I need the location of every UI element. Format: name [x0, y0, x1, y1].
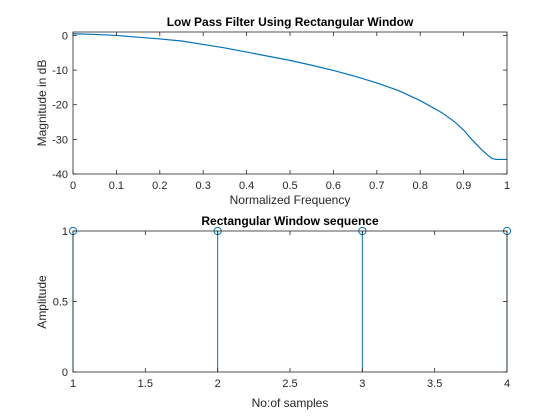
series-line: [72, 33, 507, 161]
x-tick-label: 3: [359, 378, 365, 390]
magnitude-response-plot: Low Pass Filter Using Rectangular Window…: [35, 15, 510, 207]
y-tick-label: -30: [52, 134, 68, 146]
chart-title: Low Pass Filter Using Rectangular Window: [167, 15, 414, 29]
x-tick-label: 0.5: [282, 180, 297, 192]
x-ticks: 1 1.5 2 2.5 3 3.5 4: [70, 231, 510, 390]
x-tick-label: 0.8: [413, 180, 428, 192]
chart-title: Rectangular Window sequence: [201, 214, 379, 228]
y-tick-label: -20: [52, 100, 68, 112]
x-tick-label: 0.1: [109, 180, 124, 192]
y-tick-label: 1: [62, 226, 68, 238]
y-ticks: -40 -30 -20 -10 0: [52, 30, 507, 181]
x-tick-label: 0.7: [369, 180, 384, 192]
x-tick-label: 1: [70, 378, 76, 390]
x-ticks: 0 0.1 0.2 0.3 0.4 0.5 0.6 0.7 0.8 0.9 1: [70, 32, 510, 192]
x-tick-label: 1: [504, 180, 510, 192]
x-tick-label: 0.3: [196, 180, 211, 192]
x-tick-label: 0.6: [326, 180, 341, 192]
y-tick-label: 0.5: [53, 297, 68, 309]
y-axis-label: Magnitude in dB: [35, 60, 49, 147]
x-tick-label: 0: [70, 180, 76, 192]
y-ticks: 00.51: [53, 226, 507, 379]
x-tick-label: 2.5: [282, 378, 297, 390]
plot-marks: [72, 33, 507, 161]
x-tick-label: 0.4: [239, 180, 254, 192]
x-tick-label: 2: [215, 378, 221, 390]
y-tick-label: -40: [52, 169, 68, 181]
x-tick-label: 4: [504, 378, 510, 390]
y-tick-label: -10: [52, 65, 68, 77]
window-sequence-plot: Rectangular Window sequence 1 1.5 2 2.5 3 3.5…: [35, 214, 512, 410]
y-tick-label: 0: [62, 367, 68, 379]
x-tick-label: 3.5: [427, 378, 442, 390]
y-tick-label: 0: [62, 30, 68, 42]
x-axis-label: No:of samples: [252, 396, 329, 410]
x-tick-label: 0.9: [456, 180, 471, 192]
x-tick-label: 1.5: [138, 378, 153, 390]
x-axis-label: Normalized Frequency: [230, 193, 351, 207]
x-tick-label: 0.2: [152, 180, 167, 192]
y-axis-label: Amplitude: [35, 275, 49, 329]
